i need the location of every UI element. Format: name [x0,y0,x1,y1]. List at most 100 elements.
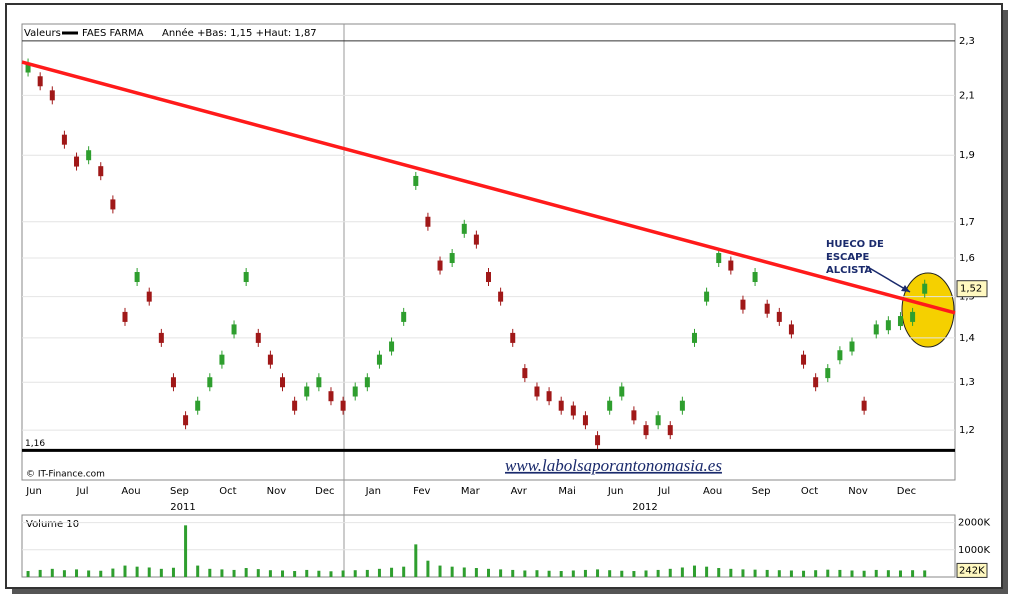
candle [498,291,504,302]
volume-bar [789,570,793,577]
x-tick-label: Oct [801,486,818,497]
volume-bar [753,569,757,577]
candle [570,405,576,416]
candle [461,223,467,234]
candle [134,272,140,283]
candle [546,391,552,402]
candle [449,253,455,264]
volume-bar [462,567,466,577]
candle [619,386,625,397]
x-tick-label: Avr [511,486,528,497]
candle [522,368,528,379]
x-tick-label: Jul [657,486,670,497]
y-tick-label: 1,3 [959,377,975,388]
annotation: ESCAPE [826,252,869,263]
candle [49,90,55,101]
volume-bar [911,570,915,577]
candle [195,400,201,411]
year-label: 2011 [170,502,195,513]
stats: Année +Bas: 1,15 +Haut: 1,87 [162,27,317,39]
candle [183,415,189,426]
volume-last-label: 242K [959,565,985,576]
volume-bar [898,570,902,577]
candle [716,253,722,264]
candle [861,400,867,411]
volume-bar [111,568,115,577]
x-tick-label: Sep [170,486,189,497]
candle [437,260,443,271]
y-tick-label: 1,6 [959,253,975,264]
volume-bar [305,569,309,577]
candle [316,377,322,388]
x-tick-label: Jun [607,486,624,497]
volume-tick-label: 1000K [958,545,990,556]
volume-bar [874,569,878,577]
volume-bar [862,570,866,577]
candle [728,260,734,271]
candle [534,386,540,397]
candle [922,283,928,294]
candle [837,350,843,361]
candle [267,354,273,365]
y-tick-label: 2,3 [959,36,975,47]
volume-bar [717,568,721,577]
annotation: HUECO DE [826,239,884,250]
volume-bar [426,560,430,577]
candle [364,377,370,388]
volume-bar [135,566,139,577]
volume-bar [680,567,684,577]
volume-bar [802,570,806,577]
candle [631,410,637,421]
y-tick-label: 1,2 [959,425,975,436]
x-tick-label: Aou [121,486,140,497]
candle [401,311,407,322]
candle [510,332,516,343]
volume-bar [814,570,818,577]
volume-bar [826,569,830,577]
volume-bar [850,570,854,577]
x-tick-label: Jan [365,486,381,497]
volume-bar [838,569,842,577]
x-tick-label: Fev [413,486,430,497]
volume-bar [777,570,781,577]
volume-bar [365,569,369,577]
candle [158,332,164,343]
x-tick-label: Aou [703,486,722,497]
volume-bar [474,568,478,577]
candle [873,324,879,335]
annotation-arrowhead [901,285,910,292]
volume-bar [487,568,490,577]
volume-bar [26,571,30,577]
candle [304,386,310,397]
x-tick-label: Mai [558,486,576,497]
candle [376,354,382,365]
volume-last-box [956,562,988,578]
candle [897,316,903,327]
candle [231,324,237,335]
annotation: ALCISTA [826,265,872,276]
volume-bar [341,570,345,577]
x-tick-label: Nov [267,486,287,497]
candle [704,291,710,302]
volume-bar [390,567,394,577]
volume-bar [511,569,515,577]
volume-bar [281,570,285,577]
x-tick-label: Oct [219,486,236,497]
volume-bar [765,569,769,577]
volume-bar [268,570,272,577]
candle [607,400,613,411]
volume-bar [705,566,709,577]
candle [595,435,601,446]
volume-bar [402,566,406,577]
candle [776,311,782,322]
volume-bar [886,570,890,577]
volume-bar [632,571,636,577]
volume-bar [535,570,539,577]
volume-bar [571,570,575,577]
candle [340,400,346,411]
y-tick-label: 2,1 [959,90,975,101]
x-tick-label: Dec [897,486,916,497]
volume-bar [317,570,321,577]
volume-bar [729,568,733,577]
